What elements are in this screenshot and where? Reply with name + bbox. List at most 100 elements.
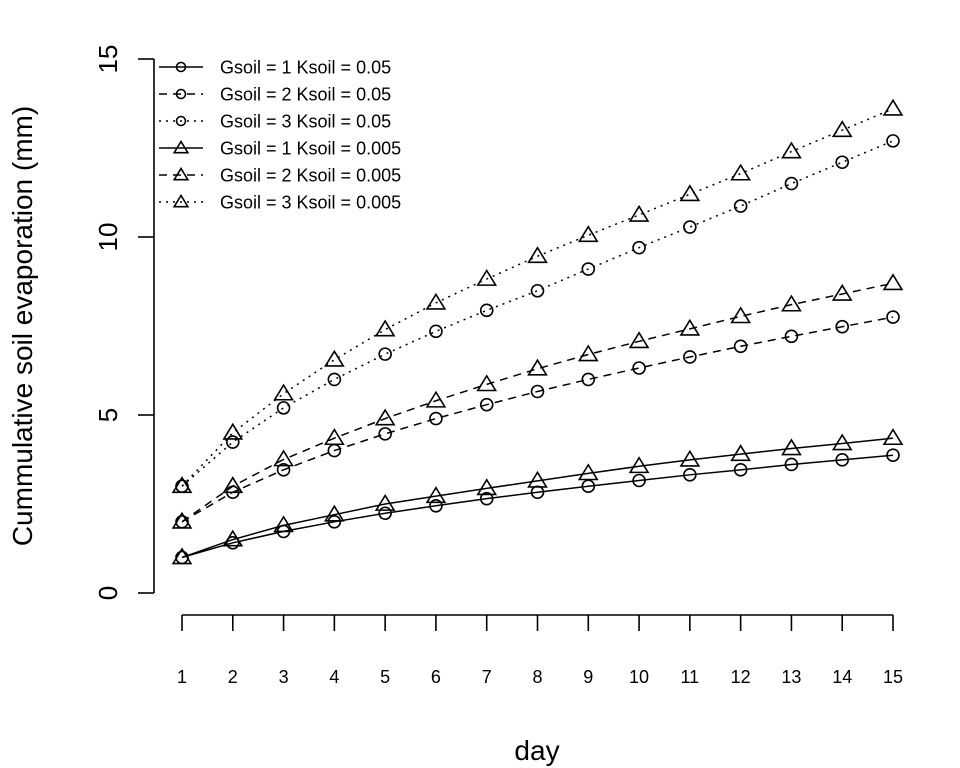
series-line [181, 108, 894, 487]
data-point [171, 476, 193, 494]
data-point [628, 456, 650, 474]
x-tick-label: 5 [380, 667, 390, 687]
data-point [378, 506, 392, 521]
x-tick-label: 15 [883, 667, 903, 687]
legend-item: Gsoil = 1 Ksoil = 0.005 [159, 138, 401, 158]
data-point [273, 515, 294, 533]
data-point [733, 463, 748, 477]
y-tick-label: 10 [93, 223, 123, 252]
series-5 [171, 273, 904, 529]
data-point [171, 511, 193, 529]
x-tick-label: 10 [629, 667, 649, 687]
data-point [628, 204, 650, 222]
data-point [273, 449, 294, 467]
data-point [632, 473, 646, 488]
x-tick-label: 1 [177, 667, 187, 687]
series-line [181, 282, 894, 523]
data-point [378, 347, 392, 361]
data-point [225, 536, 240, 550]
data-point [324, 349, 345, 367]
data-point [476, 478, 498, 496]
data-point [632, 361, 646, 375]
data-point [632, 240, 646, 255]
x-tick-label: 7 [482, 667, 492, 687]
data-point [530, 384, 545, 399]
data-point [476, 268, 498, 286]
data-point [527, 470, 548, 488]
data-point [683, 350, 697, 364]
data-point [527, 246, 548, 264]
legend-marker [172, 139, 190, 154]
x-tick-label: 8 [532, 667, 542, 687]
x-tick-label: 2 [228, 667, 238, 687]
data-point [225, 435, 240, 449]
data-point [730, 444, 751, 462]
data-point [222, 476, 244, 494]
data-point [730, 163, 751, 181]
data-point [222, 529, 244, 547]
legend-item: Gsoil = 1 Ksoil = 0.05 [159, 57, 391, 77]
data-point [378, 427, 392, 441]
legend-item: Gsoil = 2 Ksoil = 0.005 [159, 165, 401, 185]
data-point [527, 358, 548, 376]
data-point [581, 372, 596, 387]
data-point [679, 449, 701, 467]
x-axis: 1 2 3 4 5 6 7 8 9 10 11 12 13 14 15 [177, 614, 903, 687]
legend-label: Gsoil = 3 Ksoil = 0.05 [220, 111, 391, 131]
data-point [886, 310, 900, 324]
data-point [733, 199, 748, 213]
data-point [886, 134, 900, 148]
legend-label: Gsoil = 2 Ksoil = 0.005 [220, 165, 401, 185]
legend-label: Gsoil = 1 Ksoil = 0.005 [220, 138, 401, 158]
series-layer [171, 98, 904, 565]
y-tick-label: 5 [93, 408, 123, 422]
legend: Gsoil = 1 Ksoil = 0.05 Gsoil = 2 Ksoil = … [159, 57, 401, 212]
y-axis-title: Cummulative soil evaporation (mm) [7, 106, 38, 546]
data-point [327, 372, 342, 387]
x-tick-label: 13 [781, 667, 801, 687]
data-point [733, 339, 748, 354]
legend-marker [172, 193, 190, 208]
y-tick-label: 0 [93, 586, 123, 600]
data-point [784, 329, 799, 344]
x-tick-label: 3 [279, 667, 289, 687]
data-point [171, 547, 193, 565]
data-point [479, 491, 494, 506]
data-point [476, 374, 498, 392]
legend-label: Gsoil = 1 Ksoil = 0.05 [220, 57, 391, 77]
data-point [683, 468, 697, 482]
x-tick-label: 11 [681, 667, 700, 687]
data-point [882, 428, 904, 446]
data-point [276, 401, 291, 415]
data-point [577, 344, 599, 362]
data-point [324, 428, 345, 446]
data-point [374, 493, 396, 511]
data-point [835, 453, 850, 467]
data-point [429, 324, 443, 339]
y-tick-label: 15 [93, 45, 123, 74]
data-point [781, 438, 802, 456]
x-tick-label: 9 [583, 667, 593, 687]
legend-label: Gsoil = 2 Ksoil = 0.05 [220, 84, 391, 104]
data-point [429, 411, 443, 426]
data-point [479, 303, 494, 318]
data-point [374, 319, 396, 337]
x-tick-label: 12 [731, 667, 751, 687]
data-point [425, 486, 447, 504]
x-tick-label: 14 [832, 667, 852, 687]
data-point [679, 184, 701, 202]
series-line [181, 316, 894, 523]
legend-item: Gsoil = 3 Ksoil = 0.05 [159, 111, 391, 131]
legend-marker [175, 88, 187, 100]
data-point [429, 498, 443, 513]
series-line [181, 140, 894, 487]
legend-item: Gsoil = 3 Ksoil = 0.005 [159, 192, 401, 212]
data-point [784, 457, 799, 472]
data-point [831, 120, 853, 138]
x-axis-title: day [514, 735, 559, 766]
data-point [628, 331, 650, 349]
data-point [324, 504, 345, 522]
series-4 [171, 428, 904, 565]
